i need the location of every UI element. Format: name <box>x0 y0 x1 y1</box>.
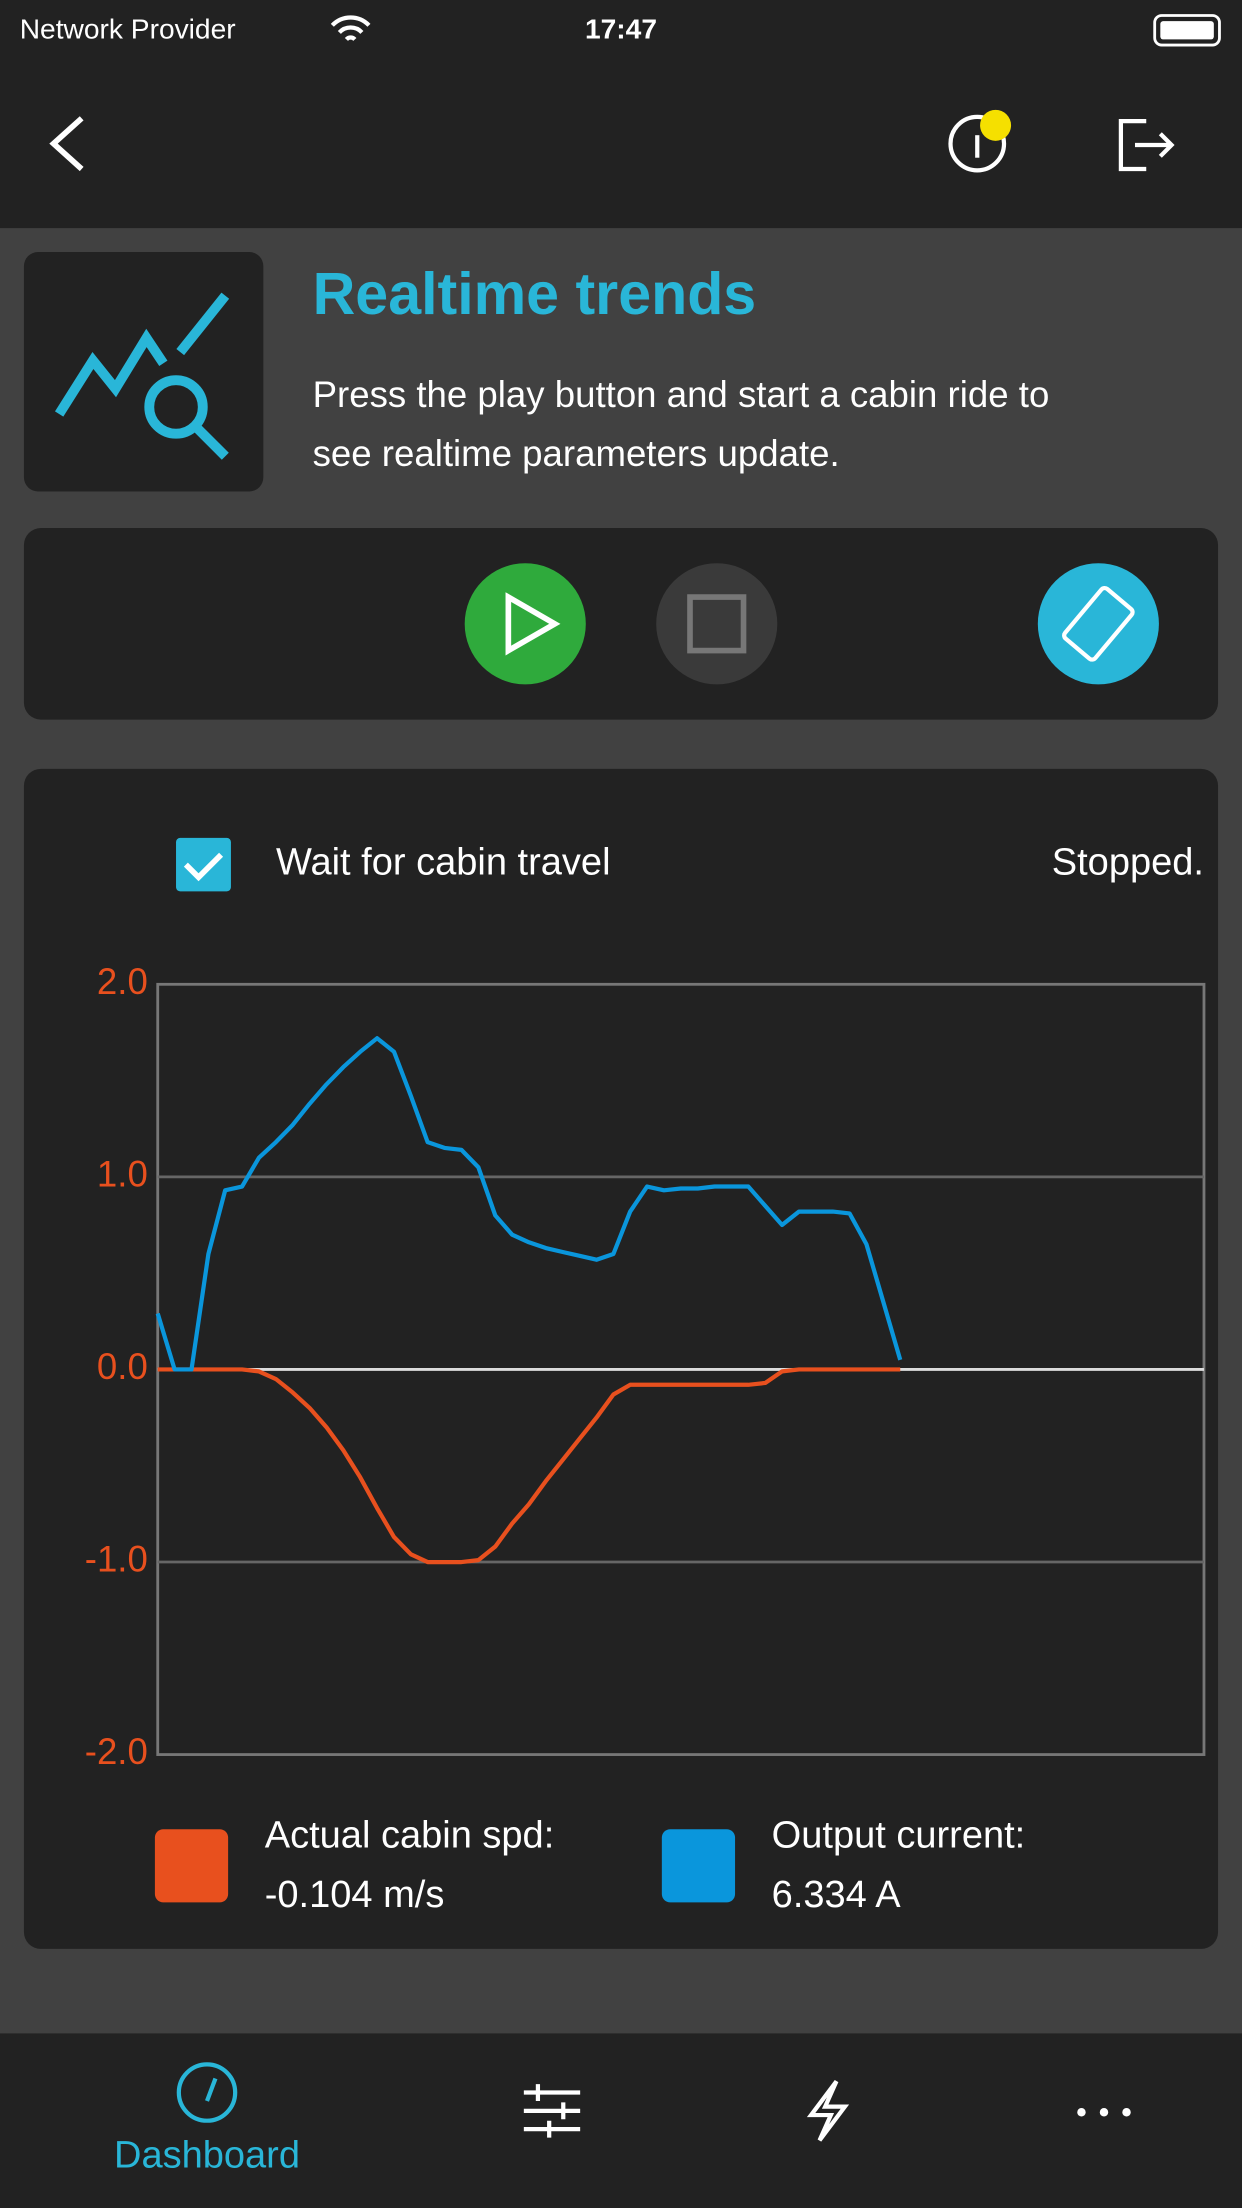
legend-swatch <box>154 1829 229 1903</box>
chart-card <box>23 768 1219 1949</box>
info-button[interactable] <box>948 114 1007 173</box>
checkmark <box>183 852 224 882</box>
power-tab[interactable] <box>806 2079 850 2142</box>
trend-icon-tile <box>23 252 264 492</box>
intro-text: Press the play button and start a cabin … <box>313 374 1050 415</box>
plot: -2.0 -1.0 0.0 1.0 2.0 <box>85 961 1204 1772</box>
clock: 17:47 <box>585 13 657 44</box>
legend-swatch <box>661 1829 736 1903</box>
intro-text: see realtime parameters update. <box>313 433 840 474</box>
y-tick-label: 2.0 <box>97 961 148 1002</box>
tab-label[interactable]: Dashboard <box>114 2134 300 2176</box>
play-button[interactable] <box>464 563 586 685</box>
tab-bar <box>0 2033 1242 2208</box>
wait-checkbox[interactable] <box>176 837 231 892</box>
y-tick-label: -2.0 <box>85 1731 148 1772</box>
magnifier-icon <box>144 375 208 439</box>
checkbox-label: Wait for cabin travel <box>276 842 611 884</box>
stop-glyph <box>687 594 747 654</box>
battery-level <box>1160 21 1214 40</box>
series-line <box>155 1036 903 1372</box>
legend-label: Actual cabin spd: <box>265 1815 555 1857</box>
wifi-icon <box>330 15 371 42</box>
y-tick-label: 0.0 <box>97 1346 148 1387</box>
y-tick-label: 1.0 <box>97 1154 148 1195</box>
y-tick-label: -1.0 <box>85 1539 148 1580</box>
notification-dot <box>980 109 1012 141</box>
carrier: Network Provider <box>20 13 236 44</box>
more-tab[interactable] <box>1077 2108 1131 2117</box>
stop-button[interactable] <box>656 563 778 685</box>
legend-readout: -0.104 m/s <box>265 1874 445 1916</box>
play-glyph <box>505 592 561 656</box>
trend-icon <box>54 292 230 417</box>
rotate-button[interactable] <box>1037 563 1159 685</box>
controls-card <box>23 528 1219 720</box>
settings-tab[interactable] <box>523 2084 581 2138</box>
legend-readout: 6.334 A <box>772 1874 902 1916</box>
top-bar <box>0 0 1242 229</box>
intro-title: Realtime trends <box>313 260 757 327</box>
logout-button[interactable] <box>1118 118 1175 172</box>
back-button[interactable] <box>49 116 84 172</box>
status-text: Stopped. <box>1052 842 1204 884</box>
magnifier-handle <box>192 423 229 460</box>
battery <box>1153 14 1221 47</box>
rotate-glyph <box>1062 585 1135 662</box>
legend-label: Output current: <box>772 1815 1026 1857</box>
series-line <box>157 1367 901 1565</box>
dashboard-icon[interactable] <box>176 2062 238 2123</box>
dashboard-needle <box>205 2077 218 2102</box>
